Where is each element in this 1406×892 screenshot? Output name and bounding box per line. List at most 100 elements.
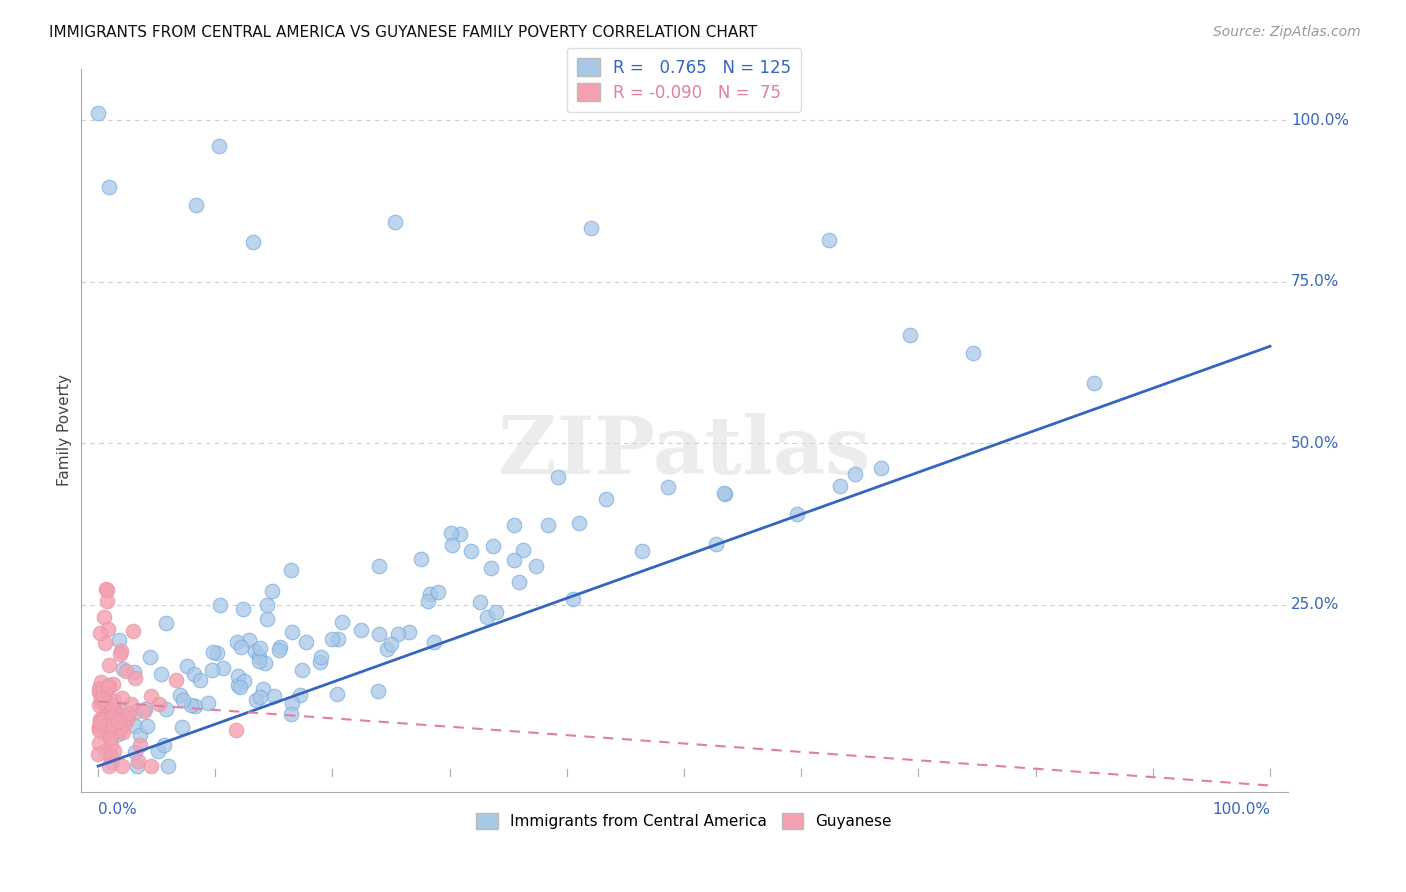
Point	[398, 624, 420, 639]
Point	[90, 715, 112, 730]
Point	[134, 702, 156, 716]
Point	[321, 632, 343, 647]
Point	[114, 664, 136, 678]
Point	[91, 709, 114, 723]
Point	[256, 611, 278, 625]
Point	[94, 694, 117, 708]
Point	[93, 610, 115, 624]
Point	[409, 552, 432, 566]
Point	[125, 759, 148, 773]
Point	[631, 544, 654, 558]
Point	[101, 705, 124, 719]
Point	[229, 681, 252, 695]
Point	[87, 720, 110, 734]
Point	[121, 624, 143, 638]
Point	[714, 486, 737, 500]
Point	[94, 582, 117, 596]
Point	[94, 744, 117, 758]
Point	[155, 615, 177, 630]
Point	[562, 592, 585, 607]
Point	[100, 697, 122, 711]
Point	[127, 754, 149, 768]
Point	[502, 553, 524, 567]
Point	[107, 714, 129, 728]
Point	[111, 759, 134, 773]
Point	[205, 646, 228, 660]
Point	[657, 480, 679, 494]
Point	[786, 508, 808, 522]
Point	[249, 641, 271, 656]
Point	[97, 658, 120, 673]
Point	[87, 747, 110, 761]
Point	[208, 598, 231, 612]
Point	[89, 718, 111, 732]
Point	[460, 544, 482, 558]
Point	[90, 691, 112, 706]
Point	[186, 198, 208, 212]
Point	[108, 647, 131, 661]
Point	[97, 180, 120, 194]
Point	[512, 542, 534, 557]
Point	[103, 709, 125, 723]
Point	[149, 667, 172, 681]
Point	[122, 665, 145, 679]
Point	[89, 715, 111, 730]
Point	[107, 727, 129, 741]
Point	[190, 673, 212, 687]
Text: ZIPatlas: ZIPatlas	[498, 413, 870, 491]
Point	[89, 736, 111, 750]
Point	[148, 697, 170, 711]
Point	[247, 649, 270, 664]
Point	[482, 540, 505, 554]
Point	[226, 678, 249, 692]
Point	[281, 625, 304, 640]
Point	[100, 737, 122, 751]
Point	[898, 328, 921, 343]
Point	[280, 696, 302, 710]
Point	[368, 627, 391, 641]
Legend: Immigrants from Central America, Guyanese: Immigrants from Central America, Guyanes…	[470, 806, 898, 835]
Point	[326, 632, 349, 647]
Point	[247, 654, 270, 668]
Point	[197, 697, 219, 711]
Point	[157, 759, 180, 773]
Point	[155, 701, 177, 715]
Point	[100, 711, 122, 725]
Point	[93, 707, 115, 722]
Point	[202, 645, 225, 659]
Point	[260, 584, 283, 599]
Point	[375, 642, 398, 657]
Point	[108, 633, 131, 648]
Point	[98, 678, 121, 692]
Point	[524, 558, 547, 573]
Point	[104, 705, 127, 719]
Point	[172, 693, 194, 707]
Point	[124, 706, 146, 720]
Point	[139, 759, 162, 773]
Point	[440, 538, 463, 552]
Point	[183, 699, 205, 714]
Point	[242, 235, 264, 250]
Point	[1083, 376, 1105, 390]
Point	[579, 220, 602, 235]
Point	[93, 636, 115, 650]
Point	[89, 626, 111, 640]
Point	[309, 655, 332, 669]
Point	[103, 694, 125, 708]
Point	[87, 106, 110, 120]
Point	[243, 644, 266, 658]
Point	[267, 643, 290, 657]
Point	[129, 738, 152, 752]
Point	[326, 687, 349, 701]
Text: Source: ZipAtlas.com: Source: ZipAtlas.com	[1213, 25, 1361, 39]
Point	[253, 656, 276, 670]
Point	[91, 682, 114, 697]
Point	[869, 461, 891, 475]
Point	[245, 692, 267, 706]
Text: 0.0%: 0.0%	[98, 802, 136, 817]
Text: 75.0%: 75.0%	[1291, 274, 1340, 289]
Point	[232, 602, 254, 616]
Point	[139, 650, 162, 665]
Point	[100, 731, 122, 746]
Point	[380, 637, 402, 651]
